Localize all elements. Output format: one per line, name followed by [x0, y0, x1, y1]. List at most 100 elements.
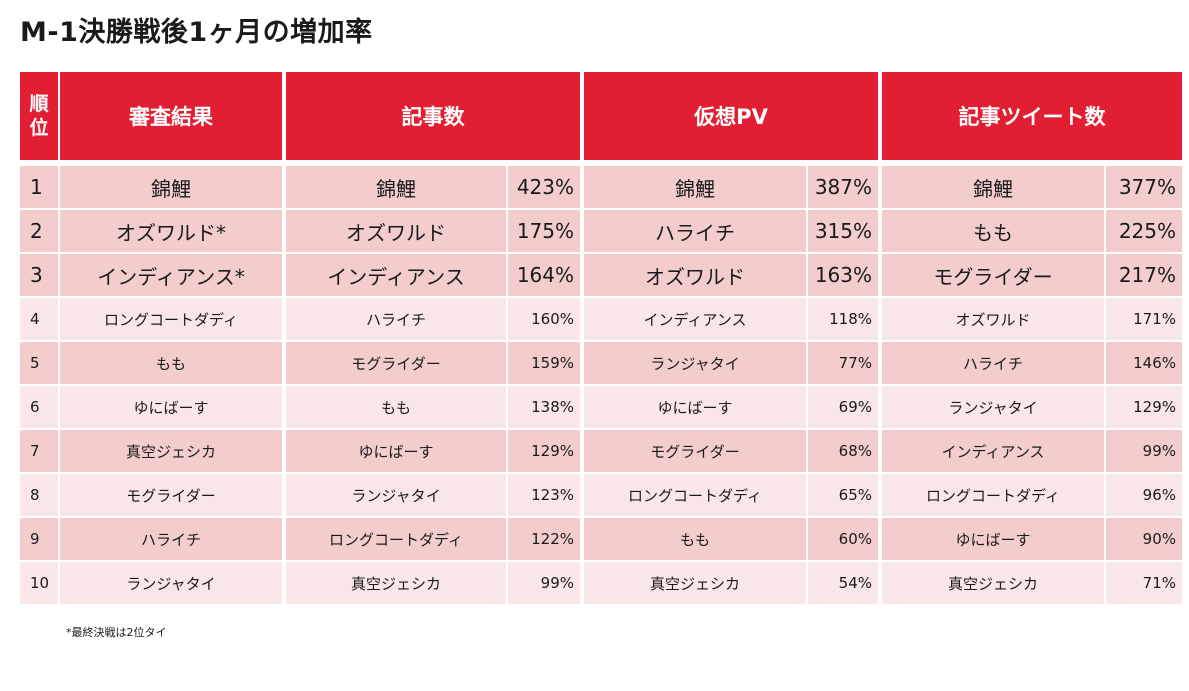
cell-articles-name: ランジャタイ	[286, 474, 508, 518]
cell-pv-name: 真空ジェシカ	[584, 562, 808, 606]
cell-judging: オズワルド*	[60, 210, 286, 254]
table-row: 1 錦鯉 錦鯉 423% 錦鯉 387% 錦鯉 377%	[20, 166, 1184, 210]
cell-pv-pct: 77%	[808, 342, 882, 386]
cell-judging: もも	[60, 342, 286, 386]
header-articles: 記事数	[286, 72, 584, 166]
cell-pv-name: もも	[584, 518, 808, 562]
cell-articles-name: もも	[286, 386, 508, 430]
table-row: 8 モグライダー ランジャタイ 123% ロングコートダディ 65% ロングコートダディ 96…	[20, 474, 1184, 518]
cell-tweets-name: ロングコートダディ	[882, 474, 1106, 518]
cell-tweets-name: ハライチ	[882, 342, 1106, 386]
cell-judging: ロングコートダディ	[60, 298, 286, 342]
cell-pv-name: ゆにばーす	[584, 386, 808, 430]
cell-judging: ランジャタイ	[60, 562, 286, 606]
table-row: 4 ロングコートダディ ハライチ 160% インディアンス 118% オズワルド 171%	[20, 298, 1184, 342]
cell-articles-name: ハライチ	[286, 298, 508, 342]
cell-judging: ハライチ	[60, 518, 286, 562]
table-row: 2 オズワルド* オズワルド 175% ハライチ 315% もも 225%	[20, 210, 1184, 254]
cell-rank: 7	[20, 430, 60, 474]
cell-tweets-pct: 377%	[1106, 166, 1184, 210]
header-rank-line2: 位	[29, 117, 49, 139]
cell-judging: ゆにばーす	[60, 386, 286, 430]
cell-pv-pct: 69%	[808, 386, 882, 430]
cell-articles-name: モグライダー	[286, 342, 508, 386]
cell-articles-pct: 175%	[508, 210, 584, 254]
header-rank-line1: 順	[29, 93, 49, 115]
cell-articles-pct: 138%	[508, 386, 584, 430]
cell-articles-name: ロングコートダディ	[286, 518, 508, 562]
cell-judging: 真空ジェシカ	[60, 430, 286, 474]
cell-rank: 6	[20, 386, 60, 430]
cell-pv-pct: 54%	[808, 562, 882, 606]
cell-pv-pct: 65%	[808, 474, 882, 518]
cell-pv-pct: 68%	[808, 430, 882, 474]
table-row: 7 真空ジェシカ ゆにばーす 129% モグライダー 68% インディアンス 99%	[20, 430, 1184, 474]
cell-tweets-name: 錦鯉	[882, 166, 1106, 210]
cell-articles-pct: 164%	[508, 254, 584, 298]
cell-tweets-name: ランジャタイ	[882, 386, 1106, 430]
table-row: 3 インディアンス* インディアンス 164% オズワルド 163% モグライダー 217%	[20, 254, 1184, 298]
page-title: M-1決勝戦後1ヶ月の増加率	[20, 17, 373, 48]
cell-rank: 9	[20, 518, 60, 562]
cell-pv-name: 錦鯉	[584, 166, 808, 210]
cell-pv-name: インディアンス	[584, 298, 808, 342]
cell-articles-name: オズワルド	[286, 210, 508, 254]
cell-judging: インディアンス*	[60, 254, 286, 298]
cell-rank: 8	[20, 474, 60, 518]
header-tweets: 記事ツイート数	[882, 72, 1184, 166]
cell-tweets-name: インディアンス	[882, 430, 1106, 474]
cell-articles-pct: 423%	[508, 166, 584, 210]
cell-articles-pct: 160%	[508, 298, 584, 342]
header-pv: 仮想PV	[584, 72, 882, 166]
cell-tweets-name: もも	[882, 210, 1106, 254]
cell-tweets-pct: 217%	[1106, 254, 1184, 298]
cell-tweets-name: オズワルド	[882, 298, 1106, 342]
header-judging: 審査結果	[60, 72, 286, 166]
cell-tweets-name: ゆにばーす	[882, 518, 1106, 562]
cell-articles-pct: 122%	[508, 518, 584, 562]
cell-articles-pct: 159%	[508, 342, 584, 386]
cell-judging: 錦鯉	[60, 166, 286, 210]
cell-judging: モグライダー	[60, 474, 286, 518]
cell-tweets-name: モグライダー	[882, 254, 1106, 298]
cell-pv-name: モグライダー	[584, 430, 808, 474]
cell-rank: 4	[20, 298, 60, 342]
cell-tweets-pct: 146%	[1106, 342, 1184, 386]
table-row: 10 ランジャタイ 真空ジェシカ 99% 真空ジェシカ 54% 真空ジェシカ 71%	[20, 562, 1184, 606]
header-rank: 順位	[20, 72, 60, 166]
cell-articles-pct: 129%	[508, 430, 584, 474]
cell-tweets-name: 真空ジェシカ	[882, 562, 1106, 606]
cell-rank: 3	[20, 254, 60, 298]
cell-tweets-pct: 129%	[1106, 386, 1184, 430]
ranking-table: 順位 審査結果 記事数 仮想PV 記事ツイート数 1 錦鯉 錦鯉 423% 錦鯉 387%…	[20, 72, 1184, 606]
table-row: 5 もも モグライダー 159% ランジャタイ 77% ハライチ 146%	[20, 342, 1184, 386]
cell-rank: 5	[20, 342, 60, 386]
cell-rank: 1	[20, 166, 60, 210]
cell-pv-name: オズワルド	[584, 254, 808, 298]
cell-pv-name: ロングコートダディ	[584, 474, 808, 518]
cell-tweets-pct: 90%	[1106, 518, 1184, 562]
cell-pv-name: ランジャタイ	[584, 342, 808, 386]
cell-articles-pct: 123%	[508, 474, 584, 518]
table-row: 9 ハライチ ロングコートダディ 122% もも 60% ゆにばーす 90%	[20, 518, 1184, 562]
cell-articles-name: ゆにばーす	[286, 430, 508, 474]
cell-pv-pct: 387%	[808, 166, 882, 210]
footnote: *最終決戦は2位タイ	[66, 626, 167, 639]
cell-tweets-pct: 171%	[1106, 298, 1184, 342]
table-row: 6 ゆにばーす もも 138% ゆにばーす 69% ランジャタイ 129%	[20, 386, 1184, 430]
cell-articles-pct: 99%	[508, 562, 584, 606]
cell-articles-name: 真空ジェシカ	[286, 562, 508, 606]
cell-articles-name: インディアンス	[286, 254, 508, 298]
cell-pv-name: ハライチ	[584, 210, 808, 254]
cell-articles-name: 錦鯉	[286, 166, 508, 210]
cell-tweets-pct: 71%	[1106, 562, 1184, 606]
cell-pv-pct: 118%	[808, 298, 882, 342]
cell-pv-pct: 163%	[808, 254, 882, 298]
table-header-row: 順位 審査結果 記事数 仮想PV 記事ツイート数	[20, 72, 1184, 166]
cell-pv-pct: 60%	[808, 518, 882, 562]
cell-tweets-pct: 225%	[1106, 210, 1184, 254]
cell-pv-pct: 315%	[808, 210, 882, 254]
cell-tweets-pct: 99%	[1106, 430, 1184, 474]
cell-tweets-pct: 96%	[1106, 474, 1184, 518]
cell-rank: 2	[20, 210, 60, 254]
